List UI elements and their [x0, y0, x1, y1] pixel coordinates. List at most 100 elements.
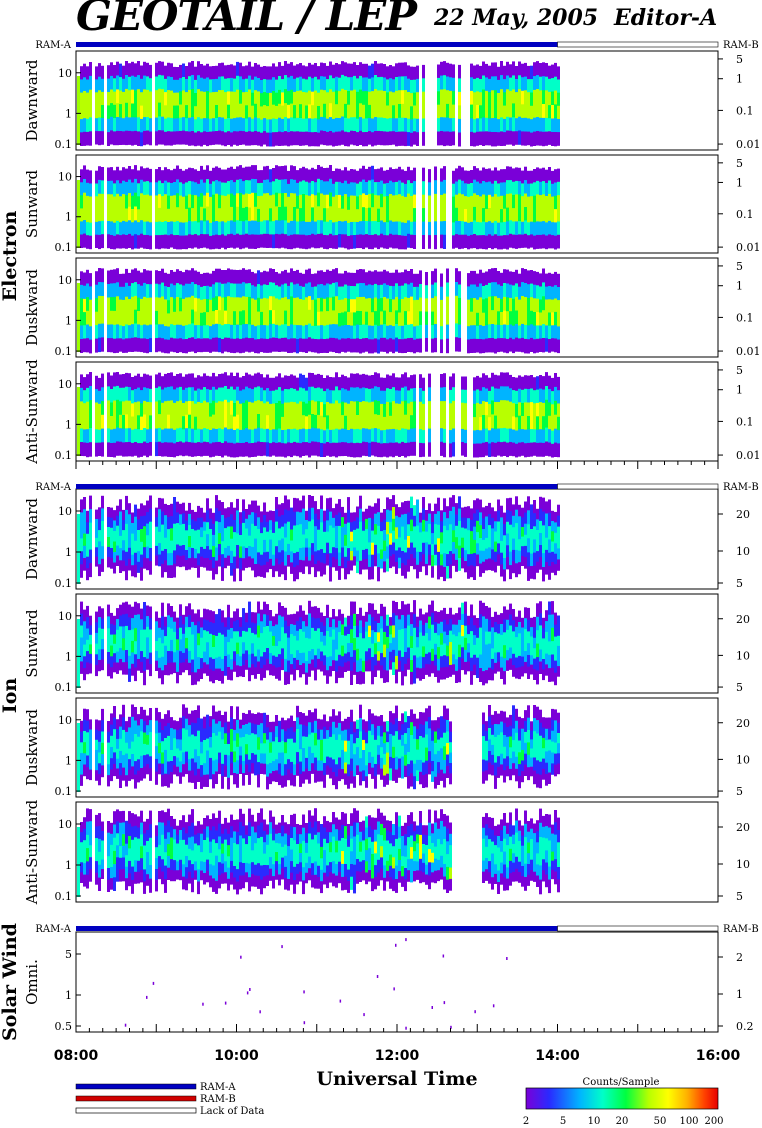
spectrogram-cell	[86, 617, 89, 629]
spectrogram-cell	[167, 222, 170, 236]
spectrogram-cell	[314, 195, 317, 209]
spectrogram-cell	[338, 221, 341, 235]
spectrogram-cell	[518, 194, 521, 209]
spectrogram-cell	[290, 507, 293, 520]
spectrogram-cell	[125, 195, 128, 209]
spectrogram-cell	[344, 90, 347, 105]
spectrogram-cell	[353, 169, 356, 183]
spectrogram-cell	[284, 646, 287, 660]
spectrogram-cell	[299, 118, 302, 133]
spectrogram-cell	[236, 117, 239, 132]
spectrogram-cell	[116, 608, 119, 620]
spectrogram-cell	[164, 616, 167, 627]
spectrogram-cell	[476, 77, 479, 92]
spectrogram-cell	[110, 656, 113, 668]
spectrogram-cell	[131, 390, 134, 404]
spectrogram-cell	[338, 442, 341, 457]
spectrogram-cell	[500, 195, 503, 210]
spectrogram-cell	[113, 541, 116, 553]
spectrogram-cell	[257, 552, 260, 565]
spectrogram-cell	[497, 532, 500, 544]
spectrogram-cell	[326, 338, 329, 353]
spectrogram-cell	[209, 131, 212, 146]
spectrogram-cell	[368, 65, 371, 80]
spectrogram-cell	[494, 561, 497, 573]
spectrogram-cell	[455, 309, 458, 324]
spectrogram-cell	[521, 536, 524, 547]
spectrogram-cell	[254, 373, 257, 388]
spectrogram-cell	[251, 298, 254, 313]
spectrogram-cell	[230, 132, 233, 147]
spectrogram-cell	[206, 220, 209, 235]
spectrogram-cell	[122, 220, 125, 235]
spectrogram-cell	[263, 193, 266, 208]
spectrogram-cell	[128, 233, 131, 248]
spectrogram-cell	[299, 208, 302, 222]
spectrogram-cell	[206, 165, 209, 180]
spectrogram-cell	[191, 208, 194, 222]
spectrogram-cell	[224, 118, 227, 133]
spectrogram-cell	[125, 551, 128, 567]
spectrogram-cell	[113, 283, 116, 298]
spectrogram-cell	[278, 193, 281, 208]
spectrogram-cell	[551, 377, 554, 392]
spectrogram-cell	[440, 181, 443, 196]
spectrogram-cell	[524, 90, 527, 105]
spectrogram-cell	[473, 566, 476, 580]
spectrogram-cell	[191, 337, 194, 352]
spectrogram-cell	[194, 208, 197, 222]
spectrogram-cell	[128, 325, 131, 339]
spectrogram-cell	[257, 400, 260, 415]
spectrogram-cell	[215, 429, 218, 443]
spectrogram-cell	[125, 523, 128, 539]
spectrogram-cell	[461, 376, 464, 391]
spectrogram-cell	[383, 196, 386, 210]
spectrogram-cell	[488, 194, 491, 209]
spectrogram-cell	[407, 500, 410, 513]
spectrogram-cell	[197, 222, 200, 236]
spectrogram-cell	[236, 206, 239, 221]
spectrogram-cell	[140, 338, 143, 353]
spectrogram-cell	[185, 105, 188, 119]
spectrogram-cell	[149, 235, 152, 250]
spectrogram-cell	[140, 608, 143, 620]
spectrogram-cell	[251, 206, 254, 221]
spectrogram-cell	[443, 428, 446, 444]
spectrogram-cell	[524, 233, 527, 248]
spectrogram-cell	[191, 103, 194, 118]
spectrogram-cell	[356, 528, 359, 541]
spectrogram-cell	[251, 416, 254, 431]
spectrogram-cell	[155, 526, 158, 537]
spectrogram-cell	[143, 296, 146, 312]
spectrogram-cell	[428, 387, 431, 402]
spectrogram-cell	[260, 170, 263, 184]
spectrogram-cell	[503, 92, 506, 107]
spectrogram-cell	[311, 554, 314, 568]
spectrogram-cell	[359, 495, 362, 510]
spectrogram-cell	[86, 310, 89, 325]
spectrogram-cell	[188, 337, 191, 352]
spectrogram-cell	[137, 415, 140, 430]
spectrogram-cell	[533, 565, 536, 580]
spectrogram-cell	[293, 441, 296, 456]
spectrogram-cell	[323, 285, 326, 300]
spectrogram-cell	[374, 169, 377, 183]
spectrogram-cell	[86, 324, 89, 339]
spectrogram-cell	[485, 208, 488, 223]
spectrogram-cell	[320, 284, 323, 299]
spectrogram-cell	[317, 339, 320, 354]
spectrogram-cell	[122, 415, 125, 430]
spectrogram-cell	[338, 286, 341, 301]
spectrogram-cell	[518, 273, 521, 288]
spectrogram-cell	[173, 118, 176, 132]
spectrogram-cell	[347, 377, 350, 392]
spectrogram-cell	[149, 64, 152, 79]
spectrogram-cell	[164, 387, 167, 402]
spectrogram-cell	[290, 429, 293, 444]
spectrogram-cell	[515, 296, 518, 311]
spectrogram-cell	[173, 375, 176, 390]
spectrogram-cell	[242, 268, 245, 283]
spectrogram-cell	[194, 660, 197, 673]
spectrogram-cell	[275, 558, 278, 572]
spectrogram-cell	[80, 339, 83, 353]
